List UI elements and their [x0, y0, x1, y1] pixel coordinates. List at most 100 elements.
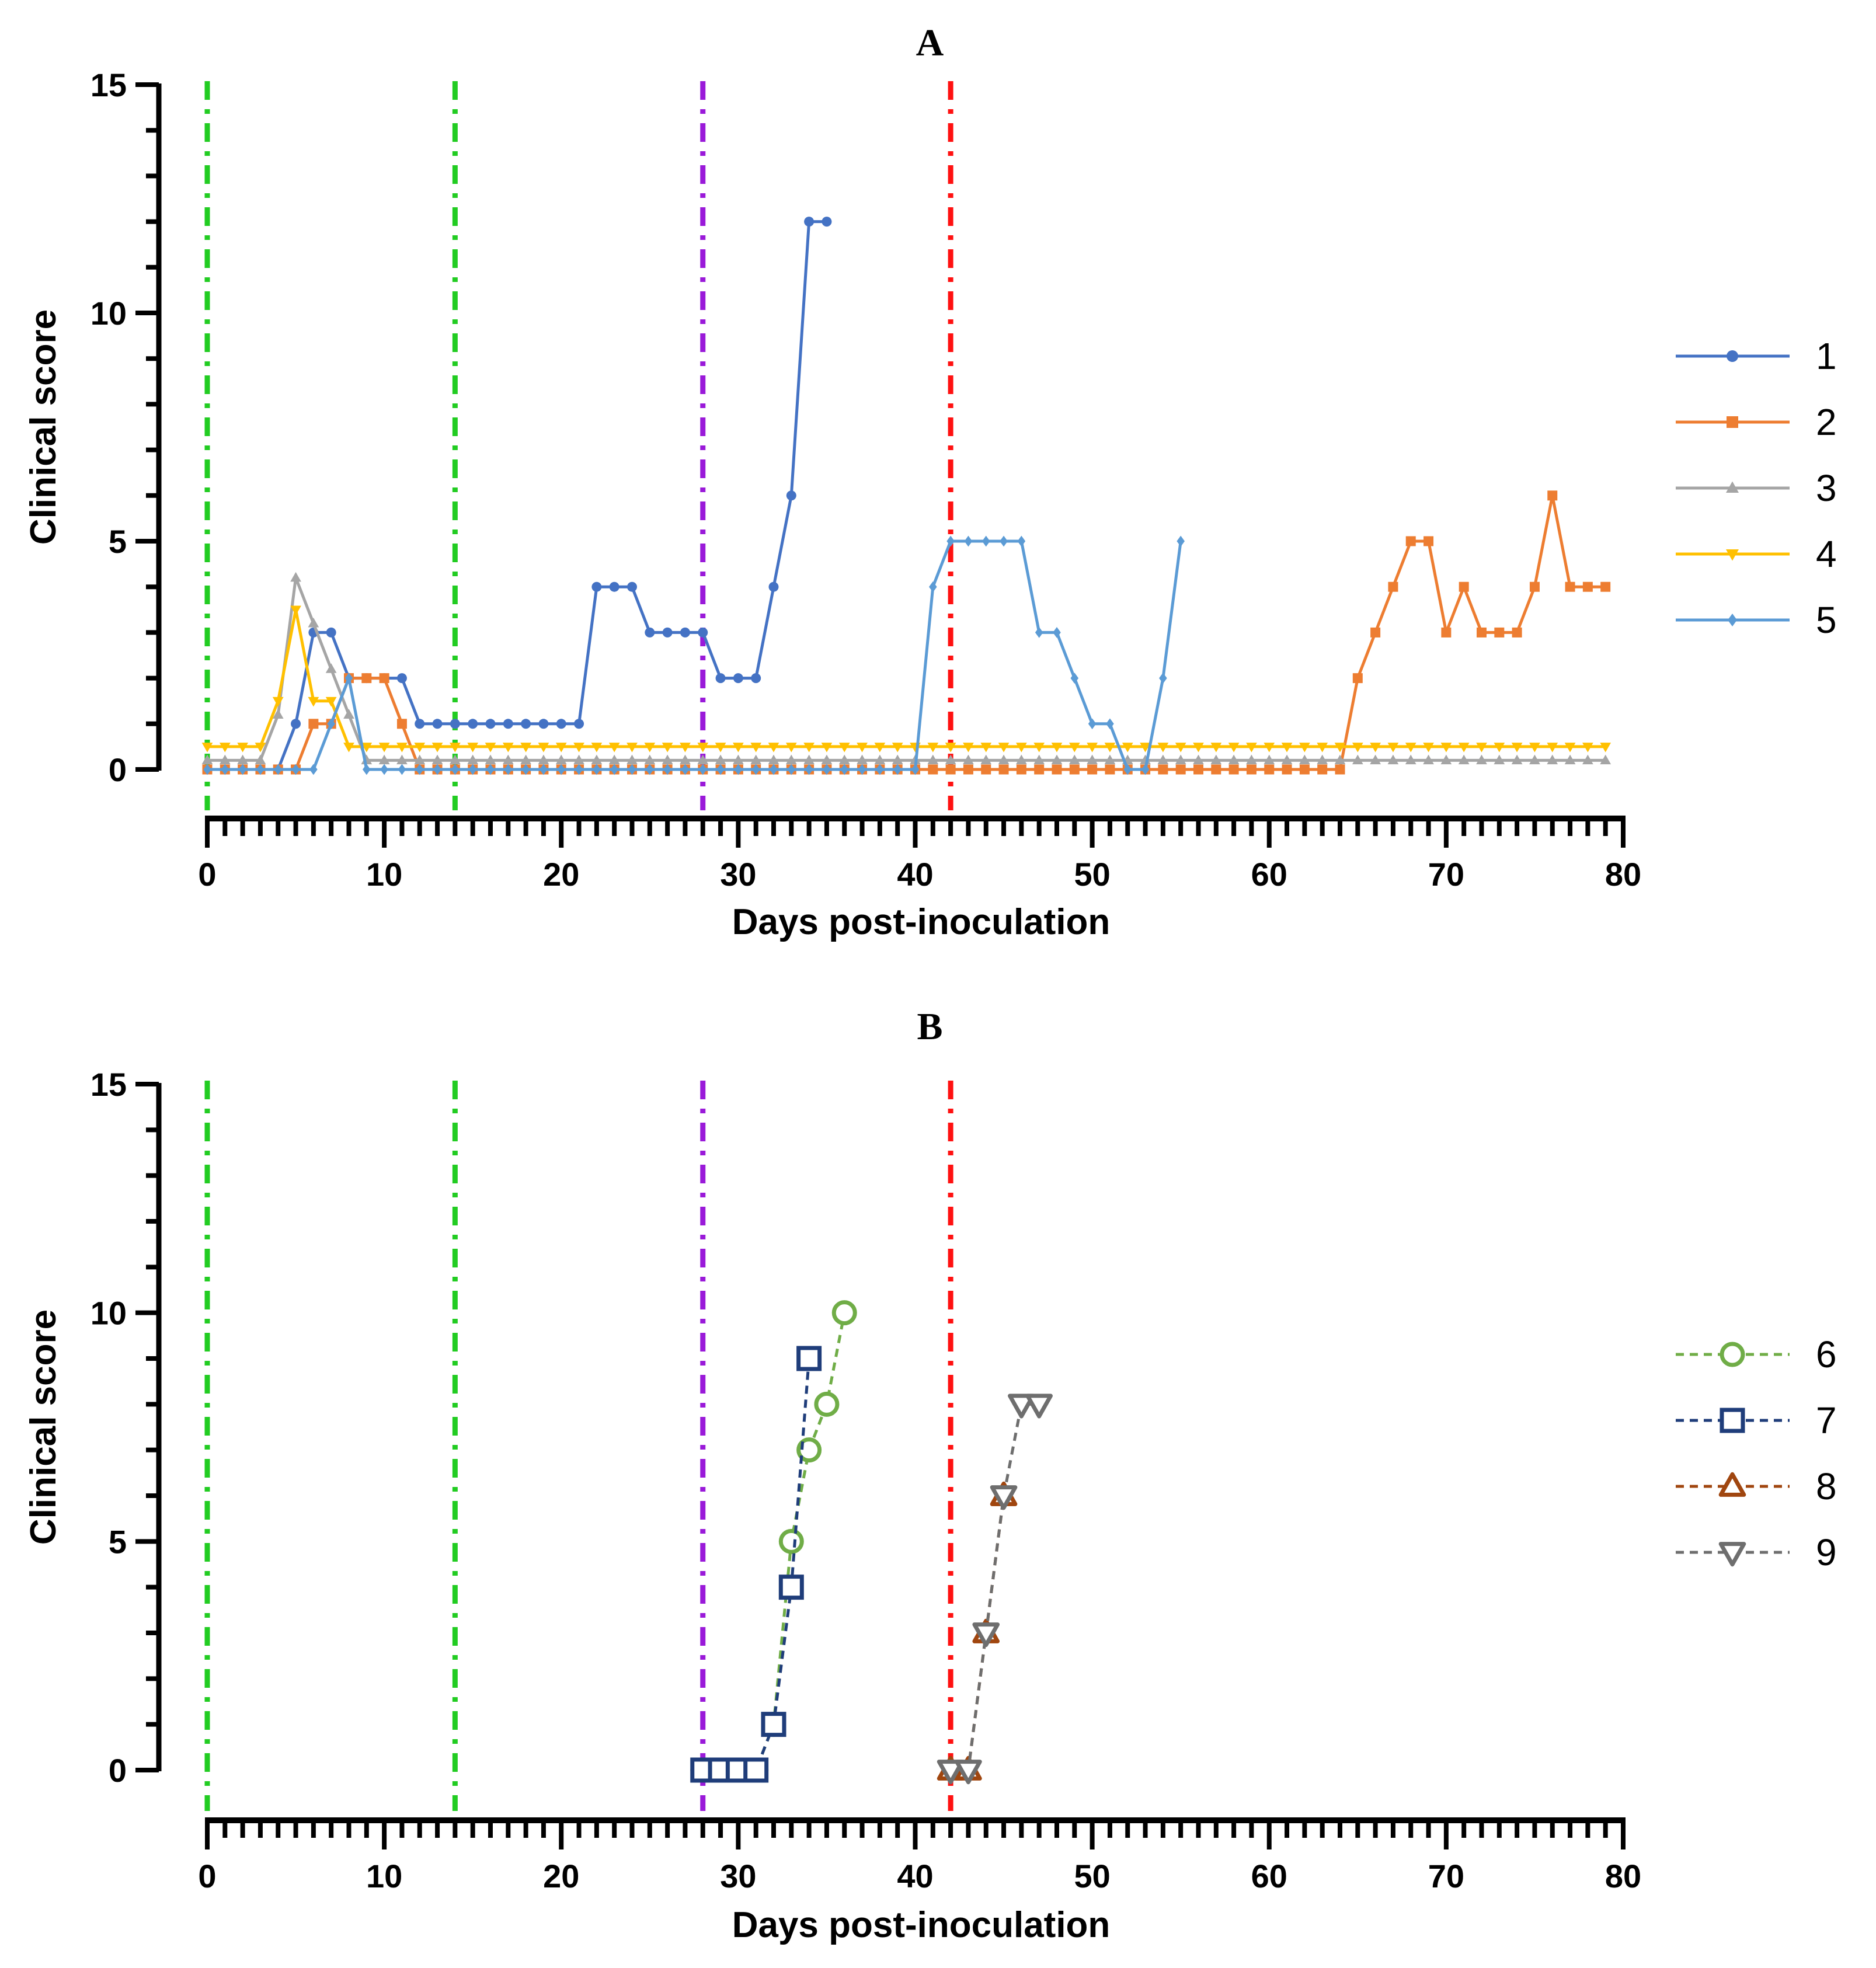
- series-4-point: [396, 743, 408, 753]
- series-1-point: [645, 627, 655, 638]
- series-2-point: [1335, 764, 1345, 775]
- series-3-point: [768, 754, 779, 765]
- series-3-point: [1494, 754, 1505, 765]
- series-2-point: [1441, 627, 1452, 638]
- series-1-point: [786, 490, 796, 501]
- legend-marker-7: [1720, 1408, 1745, 1433]
- series-6-point: [831, 1300, 857, 1326]
- series-5-point: [521, 764, 530, 775]
- legend-marker-5: [1728, 614, 1737, 626]
- series-4-point: [255, 743, 266, 753]
- series-3-point: [396, 754, 408, 765]
- y-ticks: [135, 1082, 159, 1772]
- series-4-point: [1582, 743, 1593, 753]
- series-4-point: [1458, 743, 1470, 753]
- x-tick-label: 10: [366, 856, 402, 893]
- series-4-point: [1016, 743, 1027, 753]
- series-4-point: [1087, 743, 1098, 753]
- series-1-point: [733, 673, 743, 684]
- series-4-point: [1228, 743, 1240, 753]
- series-2-point: [1388, 581, 1398, 592]
- y-tick-label: 15: [91, 1066, 127, 1103]
- series-3-point: [1317, 754, 1328, 765]
- series-4-point: [1564, 743, 1576, 753]
- series-3-point: [627, 754, 638, 765]
- y-ticks: [135, 82, 159, 772]
- legend-marker-4: [1726, 549, 1739, 561]
- series-5-point: [504, 764, 513, 775]
- series-3-point: [290, 572, 301, 582]
- series-3-point: [608, 754, 620, 765]
- series-3-point: [963, 754, 974, 765]
- series-2-point: [1282, 764, 1292, 775]
- series-2-point: [1105, 764, 1115, 775]
- series-4-point: [750, 743, 762, 753]
- series-4-point: [998, 743, 1010, 753]
- series-1-point: [804, 217, 815, 227]
- series-3-point: [591, 754, 603, 765]
- series-3-point: [892, 754, 903, 765]
- series-1-point: [698, 627, 708, 638]
- series-9-line: [951, 1402, 1039, 1772]
- series-1-point: [432, 719, 443, 729]
- x-tick-label: 20: [543, 856, 579, 893]
- series-4-point: [1051, 743, 1063, 753]
- series-3-point: [1582, 754, 1593, 765]
- x-tick-label: 60: [1251, 1858, 1287, 1894]
- series-1-point: [680, 627, 690, 638]
- y-tick-label: 5: [109, 523, 127, 560]
- series-5-point: [344, 673, 353, 684]
- series-5-point: [1070, 673, 1079, 684]
- series-3-point: [431, 754, 443, 765]
- series-2-point: [1405, 536, 1416, 546]
- x-tick-label: 40: [897, 1858, 933, 1894]
- series-5-point: [1053, 627, 1061, 638]
- series-5-line: [207, 539, 1182, 771]
- series-9-point: [990, 1485, 1018, 1510]
- series-4-point: [1387, 743, 1399, 753]
- series-5-point: [1000, 535, 1008, 547]
- series-5-point: [363, 764, 371, 775]
- series-2-point: [1299, 764, 1310, 775]
- series-5-point: [628, 764, 636, 775]
- series-1-point: [503, 719, 513, 729]
- series-2-point: [1600, 581, 1611, 592]
- series-4-point: [520, 743, 531, 753]
- x-tick-label: 30: [720, 1858, 756, 1894]
- series-3-point: [1423, 754, 1434, 765]
- series-3-point: [785, 754, 797, 765]
- series-2-point: [396, 719, 407, 729]
- legend-marker-3: [1726, 481, 1739, 493]
- series-4-point: [803, 743, 815, 753]
- series-1-point: [609, 581, 619, 592]
- series-3-point: [1440, 754, 1452, 765]
- series-4-point: [237, 743, 248, 753]
- series-4-point: [733, 743, 744, 753]
- series-1-point: [485, 719, 496, 729]
- series-5: [203, 535, 1185, 775]
- legend-label-4: 4: [1816, 533, 1837, 575]
- series-2-point: [1087, 764, 1098, 775]
- series-2-point: [1565, 581, 1575, 592]
- series-3-point: [1370, 754, 1381, 765]
- series-5-point: [770, 764, 778, 775]
- series-5-point: [238, 764, 247, 775]
- series-4-point: [980, 743, 992, 753]
- series-4-point: [927, 743, 939, 753]
- series-1-point: [662, 627, 673, 638]
- series-4-point: [1068, 743, 1080, 753]
- series-5-point: [840, 764, 849, 775]
- series-4-point: [1600, 743, 1612, 753]
- series-5-point: [309, 764, 318, 775]
- series-4-point: [573, 743, 584, 753]
- series-5-point: [575, 764, 583, 775]
- series-2-point: [1211, 764, 1221, 775]
- series-4-point: [1140, 743, 1151, 753]
- series-3-point: [467, 754, 479, 765]
- series-5-point: [981, 535, 990, 547]
- series-5-point: [291, 764, 300, 775]
- series-7-line: [702, 1358, 811, 1772]
- series-3-point: [998, 754, 1010, 765]
- series-1-point: [538, 719, 549, 729]
- series-4-point: [1547, 743, 1558, 753]
